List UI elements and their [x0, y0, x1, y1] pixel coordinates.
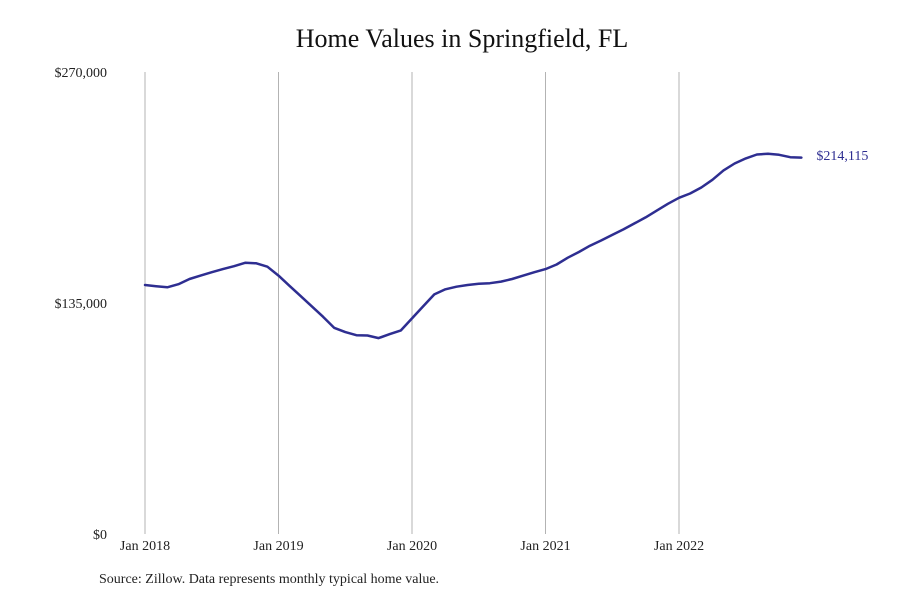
chart-title: Home Values in Springfield, FL [295, 24, 629, 53]
end-value-label: $214,115 [816, 149, 868, 164]
x-tick-label: Jan 2020 [387, 539, 437, 554]
x-tick-label: Jan 2019 [253, 539, 303, 554]
x-tick-label: Jan 2021 [520, 539, 570, 554]
y-tick-label: $135,000 [55, 297, 108, 312]
x-tick-label: Jan 2018 [120, 539, 170, 554]
y-axis: $0 $135,000 $270,000 [55, 66, 108, 543]
y-tick-label: $0 [93, 528, 107, 543]
series-layer: $214,115 [143, 149, 868, 340]
x-axis: Jan 2018 Jan 2019 Jan 2020 Jan 2021 Jan 2022 [120, 539, 704, 554]
y-tick-label: $270,000 [55, 66, 108, 81]
gridlines [144, 72, 680, 534]
source-note: Source: Zillow. Data represents monthly … [99, 572, 440, 587]
x-tick-label: Jan 2022 [654, 539, 704, 554]
series-line [143, 152, 803, 340]
